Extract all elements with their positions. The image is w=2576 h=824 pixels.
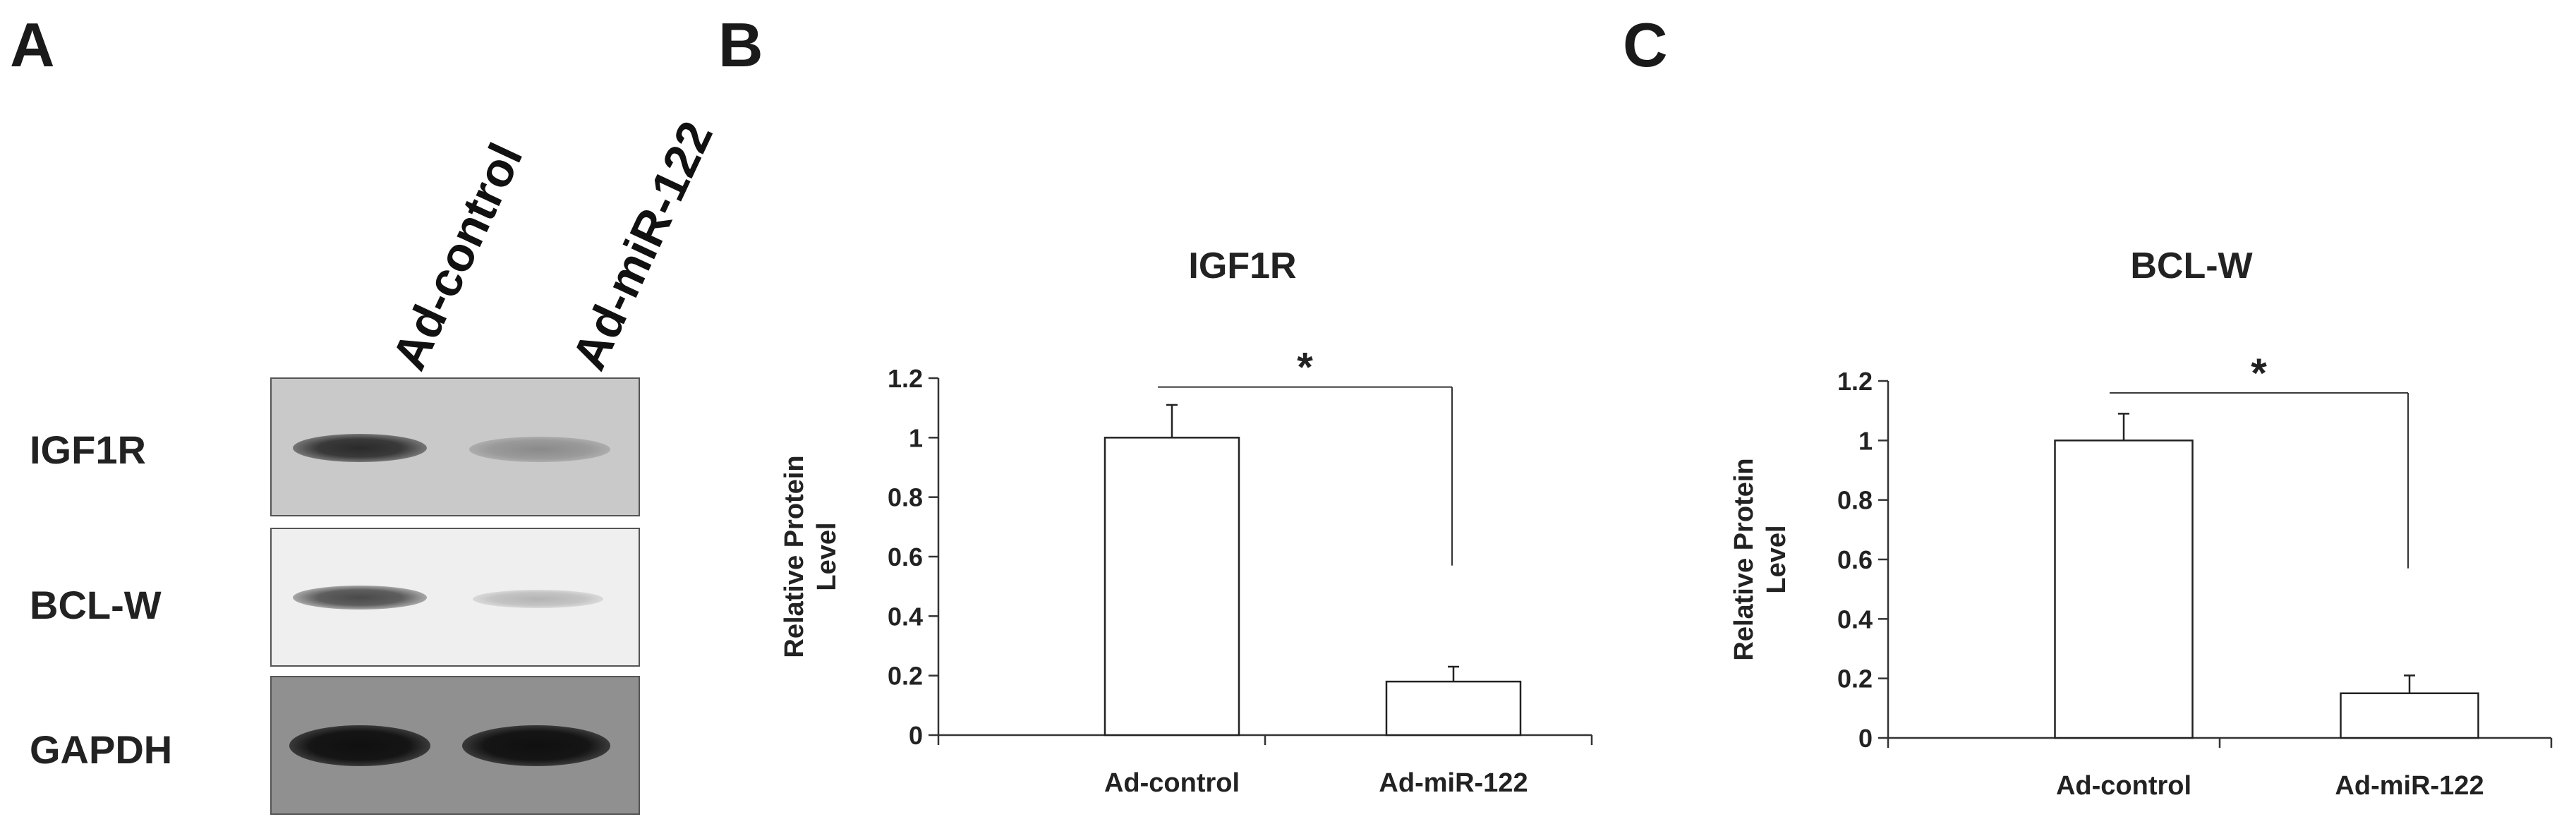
blot-band [293,434,427,462]
y-tick-label: 0.4 [1837,605,1873,634]
y-axis-label: Level [1762,525,1791,593]
significance-marker: * [2251,351,2267,396]
y-axis-label: Relative Protein [1729,458,1759,660]
chart-title: IGF1R [1188,246,1296,286]
x-tick-label: Ad-control [2056,771,2191,801]
blot-band [473,590,603,608]
blot-strip-bcl-w [270,528,640,667]
y-axis-label: Relative Protein [780,455,809,658]
significance-marker: * [1297,345,1313,391]
y-tick-label: 1 [1858,426,1873,455]
blot-strip-igf1r [270,377,640,516]
y-tick-label: 0 [1858,724,1873,753]
y-tick-label: 0.8 [888,483,923,512]
y-tick-label: 1.2 [888,364,923,393]
blot-band [462,725,610,766]
igf1r-bar-chart: IGF1R Relative Protein Level 0 0.2 0.4 0.6 0.8 1… [780,246,1593,798]
x-tick-label: Ad-miR-122 [1379,768,1528,798]
blot-row-label-bcl-w: BCL-W [30,583,162,627]
y-tick-label: 1.2 [1837,367,1873,396]
blot-strip-gapdh [270,676,640,815]
blot-row-label-igf1r: IGF1R [30,428,146,472]
y-tick-label: 0 [909,721,923,750]
bar [1385,680,1522,737]
y-tick-label: 0.2 [1837,665,1873,693]
x-tick-label: Ad-control [1104,768,1240,798]
y-tick-label: 0.6 [1837,545,1873,574]
y-tick-label: 0.6 [888,543,923,571]
bcl-w-bar-chart: BCL-W Relative Protein Level 0 0.2 0.4 0.6 0.8 1… [1729,246,2553,801]
bar [1103,437,1240,737]
y-axis-label: Level [812,522,842,590]
panel-label-a: A [10,10,55,80]
y-tick-label: 0.2 [888,662,923,691]
blot-band [293,586,427,610]
bar [2340,692,2479,739]
blot-row-label-gapdh: GAPDH [30,727,173,772]
bar [2054,440,2194,739]
lane-label-ad-mir-122: Ad-miR-122 [562,113,723,378]
blot-band [469,437,610,462]
panel-label-b: B [718,10,763,80]
blot-band [289,725,430,766]
y-tick-label: 1 [909,423,923,452]
panel-label-c: C [1623,10,1668,80]
chart-title: BCL-W [2130,246,2253,286]
y-tick-label: 0.4 [888,602,923,631]
y-tick-label: 0.8 [1837,486,1873,515]
x-tick-label: Ad-miR-122 [2335,771,2484,801]
lane-label-ad-control: Ad-control [382,135,533,378]
